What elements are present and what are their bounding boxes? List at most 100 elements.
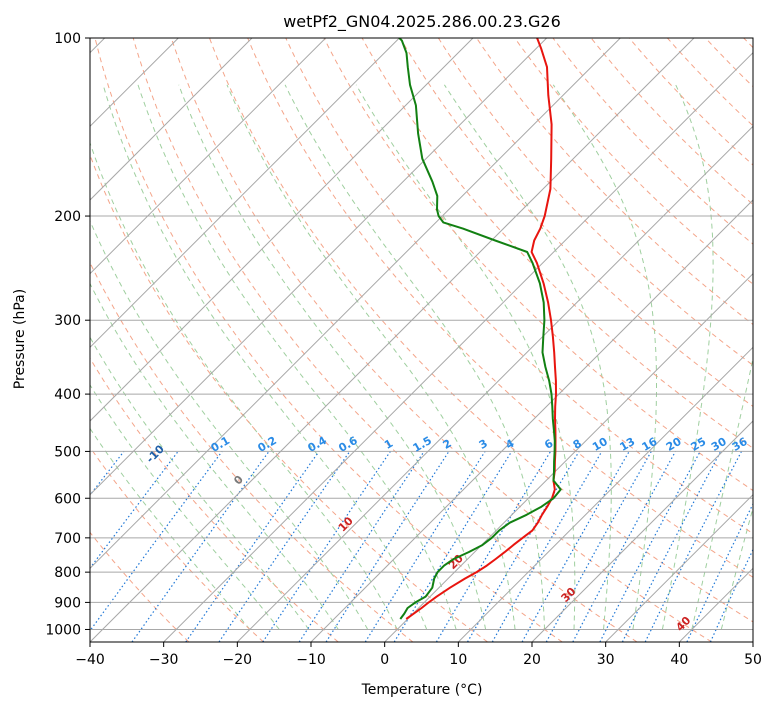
- dry-adiabat-line: [94, 38, 563, 642]
- isotherm-line: [90, 38, 474, 422]
- x-tick-label: 40: [670, 652, 688, 668]
- x-tick-label: −40: [75, 652, 105, 668]
- moist-adiabat-line: [226, 84, 516, 630]
- chart-title: wetPf2_GN04.2025.286.00.23.G26: [283, 12, 561, 32]
- mixing-ratio-line: [686, 502, 753, 642]
- dry-adiabat-line: [285, 38, 753, 535]
- y-tick-label: 1000: [45, 622, 81, 638]
- dry-adiabat-label: 30: [559, 585, 579, 605]
- dry-adiabat-line: [399, 38, 753, 408]
- mixing-ratio-line: [90, 451, 223, 632]
- y-tick-label: 800: [54, 565, 81, 581]
- dry-adiabat-line: [209, 38, 753, 623]
- isotherm-line: [457, 346, 753, 642]
- isotherm-line: [90, 38, 621, 570]
- isotherm-line: [163, 51, 753, 642]
- dry-adiabat-line: [705, 38, 753, 88]
- moist-adiabat-line: [178, 84, 487, 630]
- y-axis-label: Pressure (hPa): [12, 289, 28, 389]
- moist-adiabat-line: [691, 356, 753, 630]
- moist-adiabat-line: [137, 84, 457, 630]
- mixing-ratio-line: [131, 451, 270, 642]
- isotherm-line: [90, 38, 695, 642]
- moist-adiabat-line: [661, 84, 714, 630]
- x-axis-ticks: −40 −30 −20 −10 0 10 20 30 40 50: [75, 642, 762, 668]
- moist-adiabat-line: [90, 336, 310, 630]
- dry-adiabat-line: [90, 357, 339, 642]
- mixing-ratio-line: [325, 451, 450, 642]
- mixing-ratio-line: [491, 451, 603, 642]
- moist-adiabat-line: [102, 84, 428, 630]
- dry-adiabat-line: [437, 38, 753, 366]
- moist-adiabat-line: [90, 219, 369, 630]
- x-tick-label: 20: [523, 652, 541, 668]
- mixing-ratio-line: [218, 451, 351, 642]
- y-tick-label: 600: [54, 491, 81, 507]
- isobars: [90, 38, 753, 630]
- mixing-ratio-line: [435, 451, 552, 642]
- moist-adiabat-line: [90, 427, 251, 630]
- dry-adiabat-line: [667, 38, 753, 127]
- dry-adiabat-line: [247, 38, 753, 578]
- dry-adiabat-line: [90, 153, 488, 642]
- x-tick-label: −30: [149, 652, 179, 668]
- isotherm-line: [90, 38, 548, 496]
- x-tick-label: −20: [223, 652, 253, 668]
- dry-adiabat-label: -10: [144, 442, 167, 465]
- mixing-ratio-line: [466, 451, 580, 642]
- mixing-ratio-lines: [90, 451, 753, 642]
- x-axis-label: Temperature (°C): [361, 682, 483, 698]
- sounding-profiles: [398, 38, 562, 620]
- isotherm-line: [90, 38, 400, 349]
- dry-adiabat-line: [743, 38, 753, 49]
- mixing-ratio-line: [521, 451, 630, 642]
- moist-adiabat-line: [90, 141, 398, 630]
- moist-adiabat-line: [355, 84, 576, 630]
- dry-adiabat-line: [90, 446, 264, 642]
- dewpoint-profile: [398, 38, 562, 620]
- y-tick-label: 200: [54, 209, 81, 225]
- mixing-ratio-label: 2: [441, 437, 454, 452]
- mixing-ratio-label: 4: [503, 437, 516, 452]
- y-tick-label: 400: [54, 387, 81, 403]
- x-tick-label: 10: [449, 652, 467, 668]
- dry-adiabat-line: [323, 38, 753, 492]
- mixing-ratio-line: [572, 451, 677, 642]
- isotherms: [90, 38, 753, 642]
- isotherm-line: [384, 272, 753, 642]
- x-tick-label: −10: [296, 652, 326, 668]
- x-tick-label: 30: [597, 652, 615, 668]
- isotherm-line: [752, 641, 753, 642]
- dry-adiabat-line: [590, 38, 753, 206]
- dry-adiabat-label: -30: [0, 381, 10, 404]
- y-axis-ticks: 100 200 300 400 500 600 700 800 900 1000: [45, 31, 90, 638]
- isotherm-line: [605, 493, 753, 642]
- isotherm-line: [90, 38, 327, 275]
- dry-adiabat-line: [170, 38, 712, 642]
- moist-adiabat-line: [443, 84, 612, 630]
- mixing-ratio-line: [90, 451, 125, 497]
- moist-adiabat-line: [90, 282, 339, 630]
- y-tick-label: 300: [54, 313, 81, 329]
- moist-adiabats: [90, 84, 753, 630]
- isotherm-line: [90, 38, 253, 201]
- mixing-ratio-line: [364, 451, 486, 642]
- mixing-ratio-line: [262, 451, 391, 642]
- moist-adiabat-line: [720, 506, 753, 630]
- mixing-ratio-label: 3: [477, 437, 490, 452]
- y-tick-label: 100: [54, 31, 81, 47]
- isotherm-line: [310, 199, 753, 642]
- mixing-ratio-line: [599, 451, 701, 642]
- isotherm-line: [531, 420, 753, 642]
- dry-adiabats: [90, 38, 753, 642]
- mixing-ratio-line: [545, 451, 652, 642]
- dry-adiabat-line: [90, 261, 414, 642]
- moist-adiabat-line: [90, 384, 280, 630]
- y-tick-label: 700: [54, 531, 81, 547]
- dry-adiabat-line: [90, 531, 190, 642]
- y-tick-label: 500: [54, 444, 81, 460]
- x-tick-label: 0: [380, 652, 389, 668]
- x-tick-label: 50: [744, 652, 762, 668]
- dry-adiabat-label: -20: [63, 413, 86, 436]
